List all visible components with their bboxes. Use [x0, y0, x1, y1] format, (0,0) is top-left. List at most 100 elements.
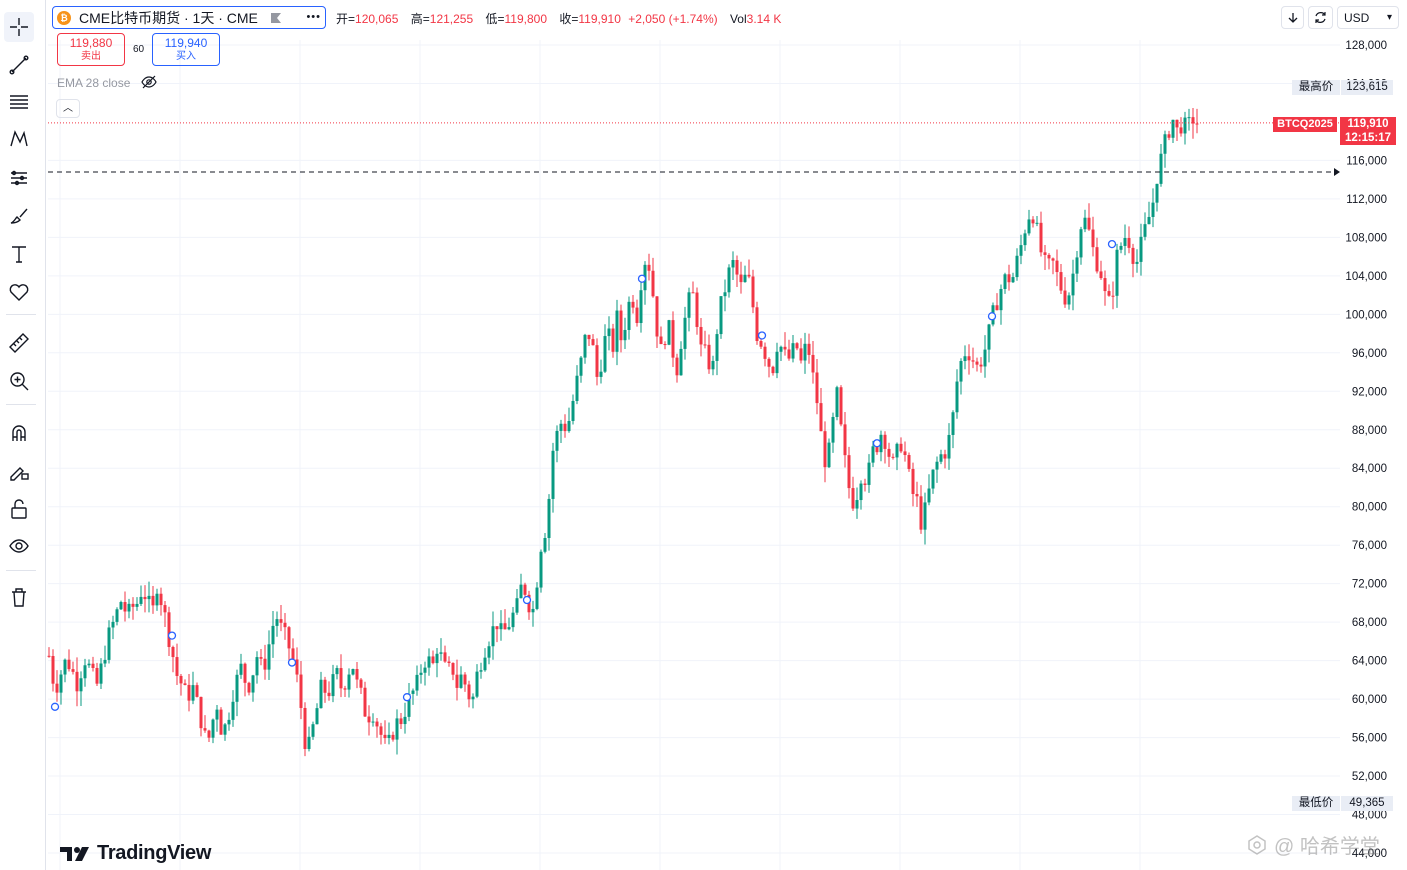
candle-body: [675, 357, 679, 376]
price-tick-8: 92,000: [1352, 386, 1387, 398]
candle-body: [947, 434, 951, 459]
candle-body: [1099, 271, 1103, 279]
candle-body: [1163, 134, 1167, 154]
candle-body: [235, 674, 239, 702]
candle-body: [367, 716, 371, 723]
magnet-tool[interactable]: [4, 418, 34, 448]
arrow-down-button[interactable]: [1281, 6, 1304, 29]
candle-body: [339, 668, 343, 689]
lock-drawing-tool[interactable]: [4, 456, 34, 486]
candle-body: [939, 454, 943, 462]
candle-body: [727, 267, 731, 293]
candle-body: [603, 336, 607, 372]
drawing-toolbar: [0, 0, 46, 870]
candle-body: [1035, 222, 1039, 224]
more-options-icon[interactable]: •••: [306, 11, 321, 23]
candle-body: [639, 290, 643, 324]
candle-body: [795, 343, 799, 349]
candle-body: [107, 627, 111, 660]
brush-tool[interactable]: [4, 201, 34, 231]
price-axis: 128,000124,000116,000112,000108,000104,0…: [1345, 40, 1387, 860]
candle-body: [975, 361, 979, 365]
measure-tool[interactable]: [4, 328, 34, 358]
eye-off-icon[interactable]: [141, 75, 157, 89]
candle-body: [823, 431, 827, 468]
candle-body: [515, 598, 519, 613]
forecast-tool[interactable]: [4, 163, 34, 193]
crosshair-tool[interactable]: [4, 12, 34, 42]
candle-body: [1059, 272, 1063, 291]
sell-button[interactable]: 119,880 卖出: [57, 33, 125, 66]
candle-body: [827, 442, 831, 468]
zoom-in-icon: [10, 372, 29, 391]
candle-body: [1023, 233, 1027, 246]
candle-body: [143, 596, 147, 600]
candle-body: [1103, 278, 1107, 292]
candle-body: [1155, 183, 1159, 203]
open-value: 120,065: [355, 12, 399, 26]
candle-body: [443, 652, 447, 662]
candle-body: [283, 622, 287, 628]
buy-button[interactable]: 119,940 买入: [152, 33, 220, 66]
currency-select[interactable]: USD ▾: [1337, 6, 1399, 29]
candle-body: [963, 356, 967, 362]
candle-body: [863, 483, 867, 485]
change-value: +2,050 (+1.74%): [628, 12, 718, 26]
low-price-value: 49,365: [1341, 796, 1393, 811]
candle-body: [987, 324, 991, 350]
collapse-legend-button[interactable]: ︿: [56, 99, 80, 118]
fib-tool[interactable]: [4, 87, 34, 117]
price-tick-7: 96,000: [1352, 348, 1387, 360]
candle-body: [955, 381, 959, 413]
watermark-text: @ 哈希学堂: [1274, 836, 1380, 858]
candle-body: [347, 674, 351, 690]
price-tick-9: 88,000: [1352, 425, 1387, 437]
candle-body: [95, 667, 99, 684]
candle-body: [55, 683, 59, 693]
price-tick-14: 68,000: [1352, 617, 1387, 629]
candle-body: [139, 596, 143, 604]
candle-body: [79, 678, 83, 692]
candle-body: [135, 603, 139, 607]
candle-body: [967, 356, 971, 361]
candle-body: [67, 659, 71, 670]
candle-body: [199, 696, 203, 729]
candle-body: [483, 657, 487, 671]
candle-body: [459, 674, 463, 688]
trend-line-tool[interactable]: [4, 50, 34, 80]
reset-view-button[interactable]: [1308, 6, 1333, 29]
candle-body: [723, 292, 727, 297]
candle-body: [475, 671, 479, 697]
candle-body: [979, 364, 983, 367]
candle-body: [319, 679, 323, 709]
candle-body: [579, 357, 583, 376]
candle-body: [883, 434, 887, 449]
pattern-tool[interactable]: [4, 124, 34, 154]
candle-body: [755, 307, 759, 342]
candle-body: [811, 354, 815, 373]
candle-body: [451, 662, 455, 675]
indicator-label[interactable]: EMA 28 close: [57, 76, 131, 90]
remove-tool[interactable]: [4, 582, 34, 612]
text-tool[interactable]: [4, 239, 34, 269]
ruler-icon: [9, 333, 29, 353]
lock-tool[interactable]: [4, 494, 34, 524]
candle-body: [875, 446, 879, 453]
flag-icon[interactable]: [270, 12, 282, 24]
candle-body: [495, 626, 499, 630]
symbol-search[interactable]: ₿ CME比特币期货 · 1天 · CME •••: [52, 6, 326, 29]
candle-body: [251, 675, 255, 693]
candle-body: [667, 320, 671, 345]
zoom-tool[interactable]: [4, 366, 34, 396]
candle-body: [567, 420, 571, 432]
event-marker-9: [1107, 239, 1117, 249]
candle-body: [747, 274, 751, 277]
tradingview-logo-text: TradingView: [97, 842, 212, 864]
candle-body: [699, 326, 703, 345]
tradingview-logo[interactable]: TradingView: [60, 842, 211, 865]
candle-body: [315, 708, 319, 725]
favorites-tool[interactable]: [4, 277, 34, 307]
candle-body: [479, 670, 483, 672]
visibility-tool[interactable]: [4, 531, 34, 561]
